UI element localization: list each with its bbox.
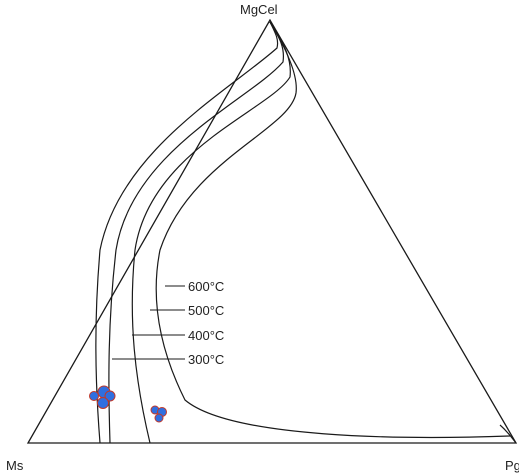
isotherm-curve-500 (131, 21, 291, 444)
isotherm-curve-300 (95, 21, 279, 444)
vertex-label-top: MgCel (240, 2, 278, 17)
sample-point (89, 391, 99, 401)
isotherm-label-500: 500°C (188, 303, 224, 318)
vertex-label-left: Ms (6, 458, 24, 473)
isotherm-label-300: 300°C (188, 352, 224, 367)
isotherm-curve-600 (155, 21, 511, 439)
triangle-frame (26, 18, 518, 444)
sample-point (104, 390, 116, 402)
right-curve-base (499, 424, 517, 444)
sample-point (154, 413, 164, 423)
vertex-label-right: Pg (505, 458, 519, 473)
isotherm-label-600: 600°C (188, 279, 224, 294)
sample-point (97, 397, 109, 409)
sample-cluster-1 (89, 385, 116, 409)
sample-cluster-2 (150, 405, 167, 423)
isotherm-curve-400 (108, 21, 285, 444)
isotherm-label-400: 400°C (188, 328, 224, 343)
